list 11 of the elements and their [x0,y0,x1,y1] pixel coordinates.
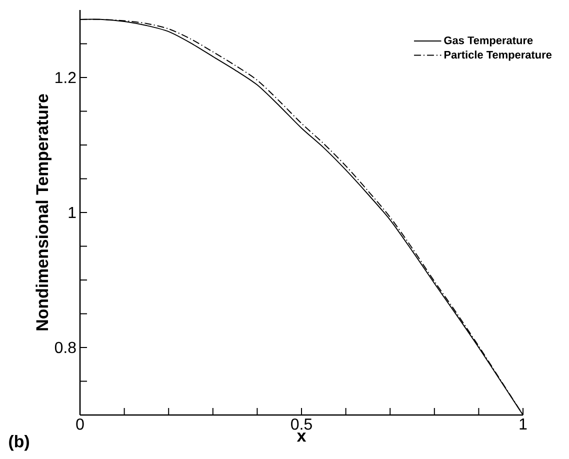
x-tick-label: 0.5 [291,418,312,430]
legend-label: Particle Temperature [444,50,552,61]
y-tick-label: 0.8 [54,342,76,354]
legend-label: Gas Temperature [444,36,533,46]
y-tick-label: 1 [68,207,76,218]
x-tick-label: 1 [520,418,527,430]
y-tick-label: 1.2 [56,72,76,84]
text: (b) [9,435,29,451]
y-axis-title: Nondimensional Temperature [36,94,52,330]
x-axis-title: x [296,432,306,442]
x-tick-label: 0 [76,418,84,430]
